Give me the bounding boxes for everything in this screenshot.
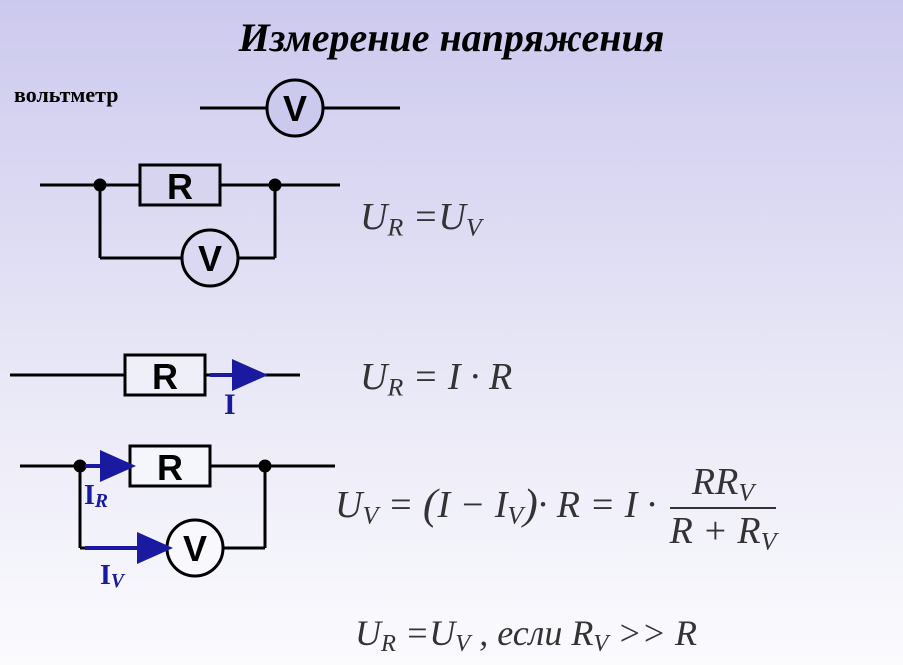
f3-paren-r: ) — [523, 480, 538, 528]
f3-den-a: R + R — [670, 510, 761, 552]
f3-t1-sub: V — [507, 501, 523, 530]
svg-text:V: V — [283, 88, 307, 129]
formula-ur-ir: UR = I · R — [360, 355, 512, 402]
f3-eq: = — [378, 484, 423, 526]
svg-text:V: V — [198, 238, 222, 279]
formula-uv-full: UV = (I − IV)· R = I · RRVR + RV — [335, 460, 780, 557]
svg-text:R: R — [167, 166, 193, 207]
formula-condition: UR =UV , если RV >> R — [355, 612, 697, 658]
circuit-parallel-ir-iv: R V — [20, 446, 335, 576]
f4-rhs-sub: V — [455, 630, 470, 657]
f2-lhs-sub: R — [387, 372, 403, 401]
f3-t1: I − I — [437, 484, 507, 526]
f4-rhs: U — [429, 613, 455, 653]
voltmeter-symbol: V — [200, 80, 400, 136]
svg-text:V: V — [183, 528, 207, 569]
f1-rhs: U — [438, 196, 465, 238]
current-label-i: I — [224, 388, 236, 422]
f3-mid: · R = I · — [538, 484, 666, 526]
f3-den-sub: V — [761, 527, 777, 556]
current-label-iv: IV — [100, 560, 124, 593]
f4-cond-a-sub: V — [593, 630, 608, 657]
f4-comma: , — [470, 613, 497, 653]
f4-cond-word: если — [497, 613, 562, 653]
f4-cond-b: R — [675, 613, 697, 653]
f1-eq: = — [403, 196, 438, 238]
svg-text:R: R — [152, 356, 178, 397]
f3-lhs-sub: V — [362, 501, 378, 530]
iv-sub: V — [111, 571, 124, 592]
svg-text:R: R — [157, 447, 183, 488]
circuit-series-r: R — [10, 355, 300, 397]
f4-cond-a: R — [571, 613, 593, 653]
ir-base: I — [84, 480, 95, 511]
current-label-ir: IR — [84, 480, 108, 513]
f2-rhs: I · R — [448, 356, 512, 398]
iv-base: I — [100, 560, 111, 591]
f4-rel: >> — [608, 613, 675, 653]
f4-lhs: U — [355, 613, 381, 653]
f1-lhs-sub: R — [387, 212, 403, 241]
f1-rhs-sub: V — [466, 212, 482, 241]
f3-fraction: RRVR + RV — [670, 460, 777, 557]
f2-eq: = — [403, 356, 448, 398]
f3-lhs: U — [335, 484, 362, 526]
f3-num-sub: V — [738, 477, 754, 506]
f4-eq1: = — [396, 613, 429, 653]
f3-num-a: RR — [692, 461, 738, 503]
formula-ur-uv: UR =UV — [360, 195, 482, 242]
f1-lhs: U — [360, 196, 387, 238]
circuit-diagrams: V R V R R V — [0, 0, 903, 665]
f3-paren-l: ( — [423, 480, 438, 528]
f2-lhs: U — [360, 356, 387, 398]
f4-lhs-sub: R — [381, 630, 396, 657]
circuit-parallel-rv: R V — [40, 165, 340, 286]
ir-sub: R — [95, 491, 108, 512]
